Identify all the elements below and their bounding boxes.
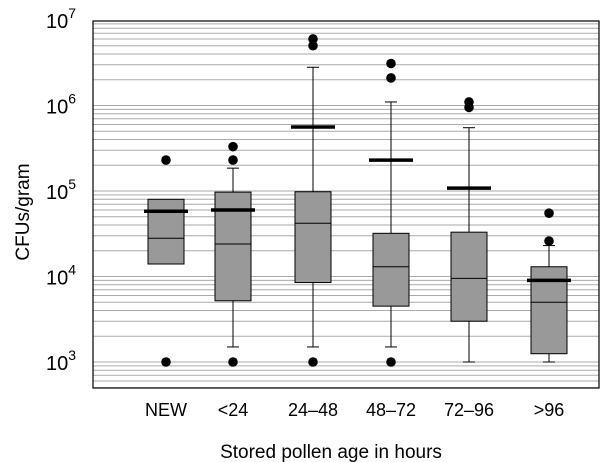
y-tick-label: 107 <box>46 5 76 33</box>
y-tick-exponent: 5 <box>68 176 76 192</box>
box-group-1 <box>144 155 188 367</box>
outlier-point <box>386 73 396 83</box>
y-tick-label: 105 <box>46 176 76 204</box>
x-tick-label: 72–96 <box>444 400 494 420</box>
outlier-point <box>386 357 396 367</box>
outlier-point <box>544 236 554 246</box>
outlier-point <box>161 155 171 165</box>
box-iqr <box>372 232 410 307</box>
outlier-point <box>308 357 318 367</box>
x-tick-label: <24 <box>218 400 249 420</box>
outlier-point <box>308 40 318 51</box>
y-tick-base: 10 <box>46 11 68 33</box>
outlier-point <box>386 58 396 69</box>
x-tick-label: 24–48 <box>288 400 338 420</box>
y-tick-label: 104 <box>46 262 76 290</box>
y-tick-base: 10 <box>46 353 68 375</box>
y-axis-label: CFUs/gram <box>13 163 34 260</box>
outlier-point <box>161 357 171 367</box>
box-group-4 <box>369 58 413 367</box>
box-group-6 <box>527 208 571 363</box>
x-tick-label: 48–72 <box>366 400 416 420</box>
boxes-layer <box>144 34 571 367</box>
y-tick-exponent: 4 <box>68 262 76 278</box>
y-tick-exponent: 3 <box>68 347 76 363</box>
outlier-point <box>228 357 238 367</box>
box-iqr <box>147 198 185 265</box>
x-tick-label: >96 <box>534 400 565 420</box>
y-tick-label: 106 <box>46 91 76 119</box>
outlier-point <box>228 155 238 165</box>
box-group-2 <box>211 141 255 367</box>
y-tick-base: 10 <box>46 182 68 204</box>
outlier-point <box>464 102 474 113</box>
outlier-point <box>228 141 238 152</box>
y-tick-base: 10 <box>46 97 68 119</box>
y-tick-exponent: 7 <box>68 5 76 21</box>
y-tick-label: 103 <box>46 347 76 375</box>
x-tick-labels: NEW <24 24–48 48–72 72–96 >96 <box>145 400 564 420</box>
box-group-5 <box>447 97 491 363</box>
outlier-point <box>544 208 554 218</box>
grid-lines <box>93 23 599 389</box>
plot-frame <box>92 20 600 389</box>
box-iqr <box>294 191 332 284</box>
y-tick-exponent: 6 <box>68 91 76 107</box>
box-group-3 <box>291 34 335 367</box>
x-axis-label: Stored pollen age in hours <box>220 442 442 462</box>
box-iqr <box>450 231 488 322</box>
x-tick-label: NEW <box>145 400 187 420</box>
outlier-point <box>308 34 318 44</box>
y-tick-base: 10 <box>46 268 68 290</box>
